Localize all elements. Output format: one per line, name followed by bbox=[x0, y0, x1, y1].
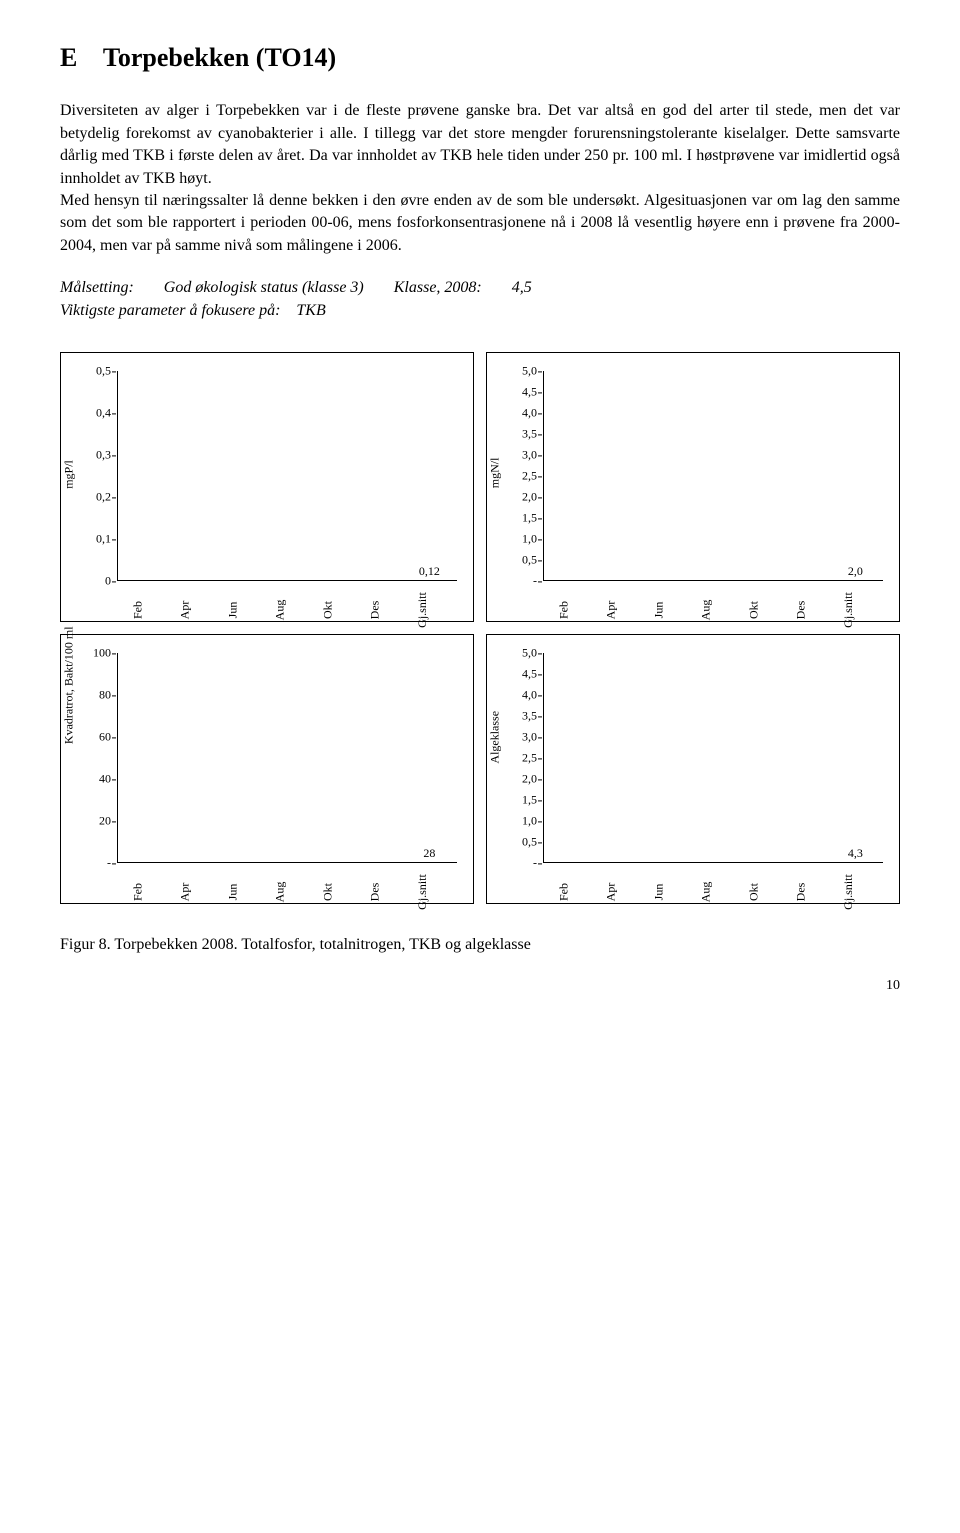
y-tick: 0,2 bbox=[96, 489, 111, 506]
goals-block: Målsetting: God økologisk status (klasse… bbox=[60, 277, 900, 322]
y-tick: 2,5 bbox=[522, 750, 537, 767]
x-label: Gj.snitt bbox=[840, 874, 870, 910]
y-tick: 100 bbox=[93, 645, 111, 662]
y-tick: 2,5 bbox=[522, 468, 537, 485]
chart-alge: Algeklasse-0,51,01,52,02,53,03,54,04,55,… bbox=[486, 634, 900, 904]
y-tick: 0,5 bbox=[522, 552, 537, 569]
charts-grid: mgP/l00,10,20,30,40,50,12FebAprJunAugOkt… bbox=[60, 352, 900, 904]
x-label: Feb bbox=[130, 592, 160, 627]
y-tick: 20 bbox=[99, 813, 111, 830]
x-label: Aug bbox=[698, 874, 728, 909]
y-tick: 0 bbox=[105, 573, 111, 590]
param-label: Viktigste parameter å fokusere på: bbox=[60, 302, 280, 319]
page-number: 10 bbox=[60, 976, 900, 996]
y-tick: 40 bbox=[99, 771, 111, 788]
y-tick: 0,4 bbox=[96, 405, 111, 422]
y-tick: 60 bbox=[99, 729, 111, 746]
y-tick: 4,0 bbox=[522, 405, 537, 422]
y-tick: 1,0 bbox=[522, 813, 537, 830]
x-label: Jun bbox=[224, 874, 254, 909]
x-label: Aug bbox=[698, 592, 728, 627]
x-label: Des bbox=[367, 592, 397, 627]
goal-text: God økologisk status (klasse 3) bbox=[164, 277, 394, 299]
bar-value-label: 28 bbox=[423, 845, 435, 862]
section-name: Torpebekken (TO14) bbox=[103, 43, 336, 72]
class-label: Klasse, 2008: bbox=[394, 277, 512, 299]
x-label: Apr bbox=[603, 592, 633, 627]
x-label: Des bbox=[367, 874, 397, 909]
chart-mgp: mgP/l00,10,20,30,40,50,12FebAprJunAugOkt… bbox=[60, 352, 474, 622]
y-tick: 2,0 bbox=[522, 489, 537, 506]
x-label: Okt bbox=[745, 874, 775, 909]
bar-value-label: 4,3 bbox=[848, 845, 863, 862]
y-tick: 3,0 bbox=[522, 729, 537, 746]
x-label: Feb bbox=[556, 874, 586, 909]
x-label: Gj.snitt bbox=[414, 592, 444, 628]
y-tick: - bbox=[533, 855, 537, 872]
y-tick: - bbox=[533, 573, 537, 590]
x-label: Aug bbox=[272, 592, 302, 627]
y-tick: 1,5 bbox=[522, 510, 537, 527]
figure-caption: Figur 8. Torpebekken 2008. Totalfosfor, … bbox=[60, 934, 900, 956]
x-label: Gj.snitt bbox=[414, 874, 444, 910]
y-tick: 4,0 bbox=[522, 687, 537, 704]
y-tick: 80 bbox=[99, 687, 111, 704]
x-label: Okt bbox=[745, 592, 775, 627]
y-tick: - bbox=[107, 855, 111, 872]
y-tick: 1,0 bbox=[522, 531, 537, 548]
y-tick: 0,3 bbox=[96, 447, 111, 464]
x-label: Feb bbox=[130, 874, 160, 909]
x-label: Des bbox=[793, 592, 823, 627]
x-label: Okt bbox=[319, 874, 349, 909]
y-tick: 0,1 bbox=[96, 531, 111, 548]
y-tick: 5,0 bbox=[522, 645, 537, 662]
class-value: 4,5 bbox=[512, 277, 562, 299]
y-tick: 3,5 bbox=[522, 708, 537, 725]
chart-mgn: mgN/l-0,51,01,52,02,53,03,54,04,55,02,0F… bbox=[486, 352, 900, 622]
x-label: Feb bbox=[556, 592, 586, 627]
chart-bakt: Kvadratrot, Bakt/100 ml-2040608010028Feb… bbox=[60, 634, 474, 904]
x-label: Okt bbox=[319, 592, 349, 627]
goal-label: Målsetting: bbox=[60, 277, 164, 299]
x-label: Aug bbox=[272, 874, 302, 909]
y-tick: 4,5 bbox=[522, 666, 537, 683]
y-tick: 3,0 bbox=[522, 447, 537, 464]
x-label: Apr bbox=[177, 874, 207, 909]
x-label: Des bbox=[793, 874, 823, 909]
y-tick: 2,0 bbox=[522, 771, 537, 788]
x-label: Gj.snitt bbox=[840, 592, 870, 628]
param-value: TKB bbox=[296, 302, 325, 319]
section-title: E Torpebekken (TO14) bbox=[60, 40, 900, 76]
y-tick: 1,5 bbox=[522, 792, 537, 809]
y-tick: 0,5 bbox=[522, 834, 537, 851]
y-tick: 5,0 bbox=[522, 363, 537, 380]
x-label: Apr bbox=[603, 874, 633, 909]
y-tick: 3,5 bbox=[522, 426, 537, 443]
bar-value-label: 0,12 bbox=[419, 563, 440, 580]
x-label: Apr bbox=[177, 592, 207, 627]
x-label: Jun bbox=[650, 874, 680, 909]
body-paragraph: Diversiteten av alger i Torpebekken var … bbox=[60, 100, 900, 257]
y-tick: 4,5 bbox=[522, 384, 537, 401]
bar-value-label: 2,0 bbox=[848, 563, 863, 580]
section-letter: E bbox=[60, 43, 77, 72]
y-tick: 0,5 bbox=[96, 363, 111, 380]
x-label: Jun bbox=[650, 592, 680, 627]
x-label: Jun bbox=[224, 592, 254, 627]
